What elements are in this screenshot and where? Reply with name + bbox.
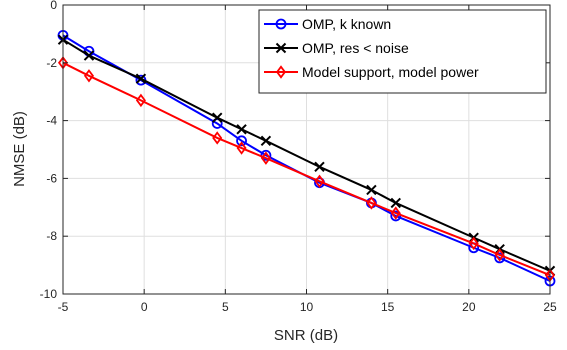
- data-point: [212, 112, 223, 123]
- x-tick-label: 0: [141, 300, 148, 314]
- data-point: [390, 197, 401, 209]
- y-axis-label: NMSE (dB): [11, 111, 28, 187]
- series-line: [62, 38, 551, 272]
- x-tick-label: 5: [222, 300, 229, 314]
- legend: OMP, k known OMP, res < noise Model supp…: [258, 9, 547, 94]
- legend-label-model-support: Model support, model power: [302, 64, 479, 80]
- data-point: [260, 135, 272, 147]
- data-point: [494, 248, 505, 262]
- data-point: [494, 252, 506, 264]
- x-tick-label: 20: [462, 300, 476, 314]
- data-point: [390, 206, 401, 220]
- y-tick-label: -10: [40, 287, 58, 301]
- data-point: [366, 196, 377, 210]
- legend-label-omp-res-noise: OMP, res < noise: [302, 40, 409, 56]
- data-point: [212, 131, 223, 145]
- legend-marker: [275, 65, 287, 79]
- y-tick-label: -2: [46, 56, 57, 70]
- data-point: [236, 124, 247, 135]
- data-point: [468, 236, 479, 251]
- data-point: [390, 210, 402, 222]
- data-point: [135, 73, 147, 84]
- data-point: [135, 93, 146, 108]
- x-axis-label: SNR (dB): [274, 327, 338, 344]
- x-tick-label: -5: [58, 300, 69, 314]
- y-tick-label: -8: [46, 229, 57, 243]
- x-tick-label: 10: [300, 300, 314, 314]
- data-point: [314, 174, 325, 188]
- data-point: [260, 151, 271, 165]
- data-point: [236, 141, 247, 155]
- x-tick-label: 15: [381, 300, 395, 314]
- series-layer: [57, 29, 556, 287]
- y-tick-label: -4: [46, 114, 57, 128]
- data-point: [83, 50, 95, 61]
- legend-label-omp-k-known: OMP, k known: [302, 16, 391, 32]
- legend-marker: [275, 18, 287, 30]
- series-line: [62, 61, 551, 277]
- ticks: -5 0 5 10 15 20 25 0 -2 -4 -6 -8 -10: [40, 0, 557, 314]
- data-point: [366, 184, 377, 196]
- x-tick-label: 25: [543, 300, 557, 314]
- data-point: [314, 161, 325, 173]
- data-point: [236, 135, 247, 147]
- data-point: [83, 69, 94, 83]
- legend-box: [258, 9, 547, 94]
- y-tick-label: -6: [46, 171, 57, 185]
- series-2: [57, 56, 556, 282]
- y-tick-label: 0: [50, 0, 57, 12]
- legend-marker: [275, 42, 287, 54]
- legend-keys: [264, 18, 298, 79]
